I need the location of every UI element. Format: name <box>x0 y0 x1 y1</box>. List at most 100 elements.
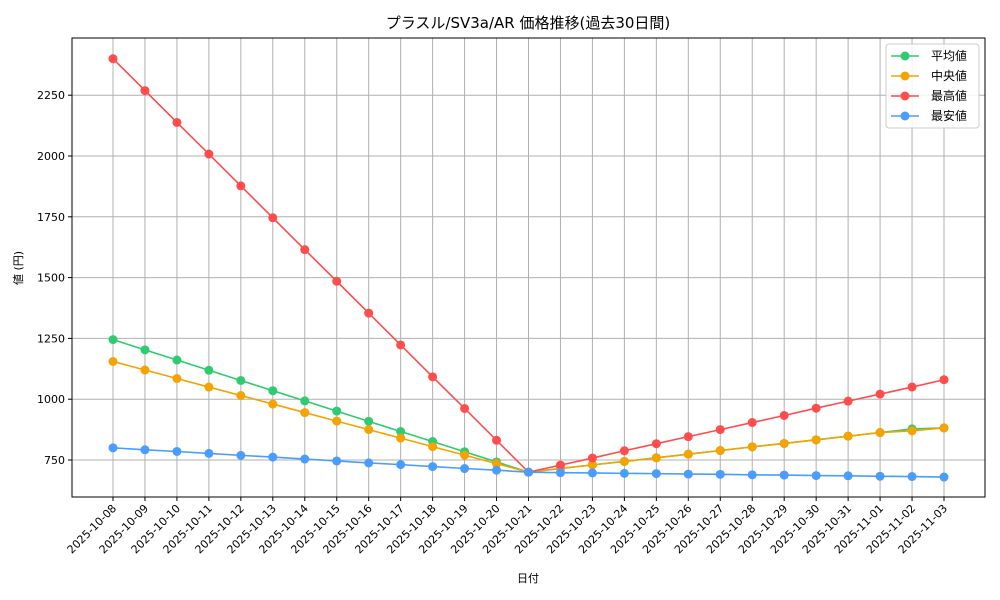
data-point <box>460 403 470 413</box>
data-point <box>747 442 757 452</box>
data-point <box>683 449 693 459</box>
y-tick-label: 1750 <box>37 211 65 224</box>
data-point <box>939 472 949 482</box>
data-point <box>651 439 661 449</box>
data-point <box>204 149 214 159</box>
legend-item: 平均値 <box>891 48 967 63</box>
data-point <box>300 396 310 406</box>
data-point <box>843 431 853 441</box>
data-point <box>364 425 374 435</box>
data-point <box>268 399 278 409</box>
data-point <box>460 464 470 474</box>
data-point <box>268 213 278 223</box>
data-point <box>907 382 917 392</box>
data-point <box>396 427 406 437</box>
data-point <box>907 426 917 436</box>
data-point <box>619 468 629 478</box>
y-tick-label: 750 <box>44 454 65 467</box>
data-point <box>300 408 310 418</box>
data-point <box>587 468 597 478</box>
legend-item: 最安値 <box>891 108 967 123</box>
x-axis: 2025-10-082025-10-092025-10-102025-10-11… <box>65 497 950 556</box>
series-3 <box>108 443 949 482</box>
data-point <box>651 453 661 463</box>
data-point <box>332 416 342 426</box>
series-lines <box>108 54 949 482</box>
data-point <box>715 425 725 435</box>
legend-item: 中央値 <box>891 68 967 83</box>
legend-label: 平均値 <box>931 48 967 63</box>
data-point <box>108 443 118 453</box>
data-point <box>300 245 310 255</box>
data-point <box>332 406 342 416</box>
data-point <box>204 382 214 392</box>
legend-marker-icon <box>900 71 910 81</box>
y-tick-label: 1500 <box>37 272 65 285</box>
data-point <box>108 357 118 367</box>
legend-item: 最高値 <box>891 88 967 103</box>
data-point <box>268 452 278 462</box>
legend-label: 最安値 <box>931 108 967 123</box>
data-point <box>939 423 949 433</box>
data-point <box>555 468 565 478</box>
data-point <box>268 386 278 396</box>
data-point <box>907 472 917 482</box>
data-point <box>204 365 214 375</box>
data-point <box>939 375 949 385</box>
data-point <box>619 456 629 466</box>
data-point <box>875 389 885 399</box>
data-point <box>140 86 150 96</box>
data-point <box>396 433 406 443</box>
data-point <box>587 460 597 470</box>
data-point <box>492 465 502 475</box>
legend-marker-icon <box>900 51 910 61</box>
data-point <box>396 340 406 350</box>
data-point <box>843 471 853 481</box>
data-point <box>428 462 438 472</box>
data-point <box>747 418 757 428</box>
data-point <box>236 450 246 460</box>
data-point <box>332 456 342 466</box>
data-point <box>651 469 661 479</box>
legend-label: 最高値 <box>931 88 967 103</box>
data-point <box>364 308 374 318</box>
data-point <box>875 471 885 481</box>
y-tick-label: 1250 <box>37 332 65 345</box>
data-point <box>555 460 565 470</box>
data-point <box>236 375 246 385</box>
data-point <box>619 446 629 456</box>
data-point <box>715 469 725 479</box>
data-point <box>747 470 757 480</box>
data-point <box>364 458 374 468</box>
data-point <box>492 435 502 445</box>
data-point <box>332 276 342 286</box>
y-axis-label: 値 (円) <box>12 251 25 285</box>
data-point <box>779 438 789 448</box>
data-point <box>811 403 821 413</box>
data-point <box>683 469 693 479</box>
data-point <box>300 454 310 464</box>
data-point <box>172 355 182 365</box>
data-point <box>875 428 885 438</box>
data-point <box>811 435 821 445</box>
data-point <box>204 448 214 458</box>
legend-label: 中央値 <box>931 68 967 83</box>
data-point <box>364 416 374 426</box>
data-point <box>396 460 406 470</box>
data-point <box>172 117 182 127</box>
data-point <box>779 470 789 480</box>
data-point <box>683 432 693 442</box>
y-axis: 750 1000 1250 1500 1750 2000 2250 <box>37 89 72 467</box>
data-point <box>140 345 150 355</box>
grid-lines <box>72 38 985 497</box>
data-point <box>460 450 470 460</box>
legend-box <box>885 43 980 129</box>
data-point <box>715 446 725 456</box>
y-tick-label: 1000 <box>37 393 65 406</box>
data-point <box>843 396 853 406</box>
y-tick-label: 2250 <box>37 89 65 102</box>
data-point <box>108 335 118 345</box>
data-point <box>236 181 246 191</box>
